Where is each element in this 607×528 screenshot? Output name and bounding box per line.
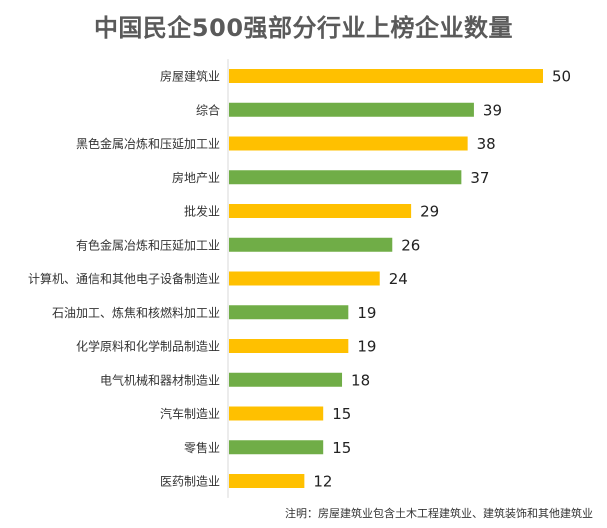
- data-label: 39: [483, 101, 502, 119]
- bar: [229, 305, 349, 320]
- bar: [229, 474, 305, 488]
- category-label: 计算机、通信和其他电子设备制造业: [28, 271, 220, 286]
- data-label: 15: [332, 439, 351, 457]
- category-label: 汽车制造业: [160, 406, 220, 421]
- data-label: 38: [477, 135, 496, 153]
- bar: [229, 69, 543, 83]
- data-label: 37: [470, 169, 489, 187]
- category-label: 电气机械和器材制造业: [100, 372, 220, 387]
- category-label: 综合: [196, 102, 220, 117]
- category-label: 石油加工、炼焦和核燃料加工业: [52, 305, 220, 320]
- bar: [229, 406, 324, 421]
- bar: [229, 136, 468, 151]
- category-label: 房地产业: [172, 170, 220, 185]
- category-label: 房屋建筑业: [160, 69, 220, 84]
- category-label: 有色金属冶炼和压延加工业: [76, 237, 220, 252]
- bar: [229, 102, 474, 117]
- category-label: 医药制造业: [160, 475, 220, 489]
- category-label: 零售业: [184, 440, 220, 455]
- bar: [229, 170, 462, 185]
- data-label: 29: [420, 203, 439, 221]
- data-label: 18: [351, 371, 370, 389]
- category-label: 化学原料和化学制品制造业: [76, 339, 220, 354]
- bar: [229, 271, 380, 286]
- bar: [229, 237, 393, 252]
- data-label: 19: [357, 338, 376, 356]
- bar: [229, 204, 412, 218]
- data-label: 50: [552, 68, 571, 86]
- data-label: 12: [313, 473, 332, 491]
- bar: [229, 440, 324, 455]
- chart-footnote: 注明：房屋建筑业包含土木工程建筑业、建筑装饰和其他建筑业: [285, 507, 593, 520]
- data-label: 24: [389, 270, 408, 288]
- data-label: 26: [401, 236, 420, 254]
- bar: [229, 372, 343, 387]
- data-label: 19: [357, 304, 376, 322]
- bar: [229, 339, 349, 353]
- category-label: 黑色金属冶炼和压延加工业: [76, 136, 220, 151]
- category-label: 批发业: [184, 204, 220, 219]
- chart-title: 中国民企500强部分行业上榜企业数量: [93, 14, 514, 42]
- data-label: 15: [332, 405, 351, 423]
